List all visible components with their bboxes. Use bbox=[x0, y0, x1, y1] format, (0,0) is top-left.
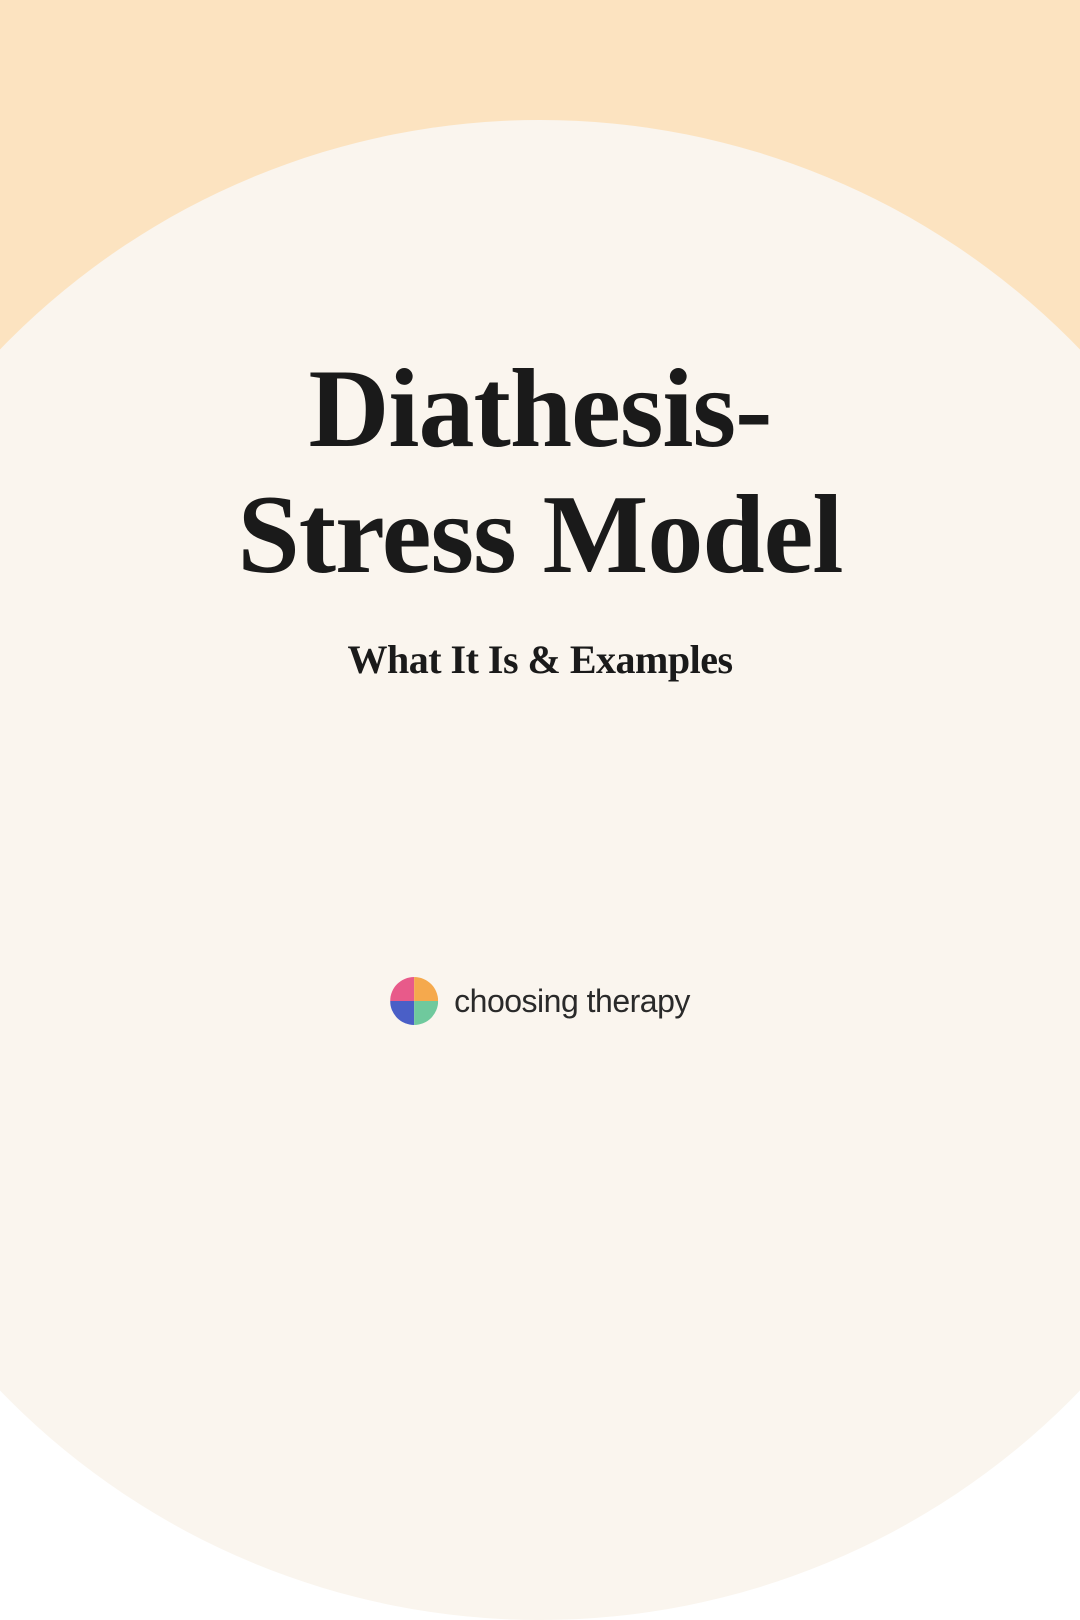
brand-logo: choosing therapy bbox=[390, 977, 690, 1025]
logo-quadrant-pink bbox=[390, 977, 414, 1001]
subtitle: What It Is & Examples bbox=[347, 636, 732, 683]
logo-quadrant-blue bbox=[390, 1001, 414, 1025]
logo-quadrant-green bbox=[414, 1001, 438, 1025]
logo-text: choosing therapy bbox=[454, 983, 690, 1020]
content-area: Diathesis- Stress Model What It Is & Exa… bbox=[0, 0, 1080, 1080]
title-line-2: Stress Model bbox=[238, 473, 843, 597]
main-title: Diathesis- Stress Model bbox=[238, 347, 843, 598]
title-line-1: Diathesis- bbox=[309, 347, 772, 471]
logo-quadrant-orange bbox=[414, 977, 438, 1001]
logo-icon bbox=[390, 977, 438, 1025]
